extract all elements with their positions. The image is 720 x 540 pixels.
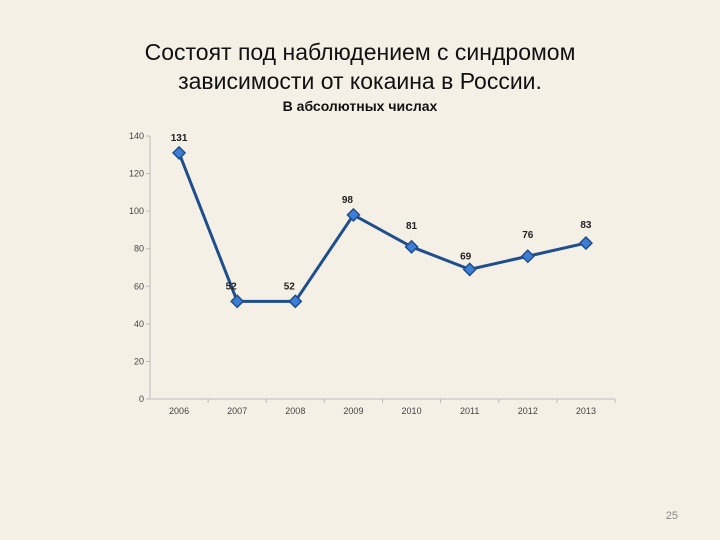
series-polyline	[177, 152, 587, 303]
x-tick-label: 2007	[227, 406, 247, 416]
x-tick-label: 2010	[402, 406, 422, 416]
x-tick-label: 2006	[169, 406, 189, 416]
x-tick-labels: 2006 2007 2008 2009 2010 2011 2012 2013	[169, 406, 596, 416]
y-tick-labels: 0 20 40 60 80 100 120 140	[129, 131, 144, 404]
slide-title: Состоят под наблюдением с синдромом зави…	[60, 38, 660, 96]
data-point-marker	[346, 207, 361, 222]
x-tick-label: 2011	[460, 406, 479, 416]
series-line	[177, 152, 587, 303]
data-label: 76	[522, 230, 534, 241]
data-point-marker	[172, 145, 187, 160]
data-label: 52	[226, 281, 238, 292]
y-tick-label: 20	[134, 356, 144, 366]
title-line-1: Состоят под наблюдением с синдромом	[144, 39, 576, 65]
x-tick-label: 2009	[343, 406, 363, 416]
y-tick-label: 140	[129, 131, 144, 141]
y-tick-label: 60	[134, 281, 144, 291]
y-tick-label: 100	[129, 206, 144, 216]
data-label: 81	[406, 221, 418, 232]
data-label: 52	[284, 281, 296, 292]
x-tick-label: 2008	[285, 406, 305, 416]
title-line-2: зависимости от кокаина в России.	[178, 68, 542, 94]
chart-axes	[146, 135, 616, 403]
data-point-marker	[404, 239, 419, 254]
chart-subtitle: В абсолютных числах	[282, 98, 438, 114]
y-tick-label: 120	[129, 169, 144, 179]
data-point-marker	[578, 236, 593, 251]
data-point-marker	[230, 294, 245, 309]
x-tick-label: 2012	[518, 406, 538, 416]
data-point-marker	[520, 249, 535, 264]
page-number: 25	[665, 510, 678, 522]
data-label: 98	[342, 195, 354, 206]
data-label: 69	[460, 251, 472, 262]
data-point-marker	[288, 294, 303, 309]
y-tick-label: 40	[134, 319, 144, 329]
data-label: 83	[580, 220, 592, 231]
data-labels: 131 52 52 98 81 69 76 83	[171, 133, 592, 292]
data-point-marker	[462, 262, 477, 277]
y-tick-label: 0	[139, 394, 144, 404]
x-tick-label: 2013	[576, 406, 596, 416]
series-markers	[172, 145, 593, 309]
data-label: 131	[171, 133, 188, 144]
y-tick-label: 80	[134, 244, 144, 254]
